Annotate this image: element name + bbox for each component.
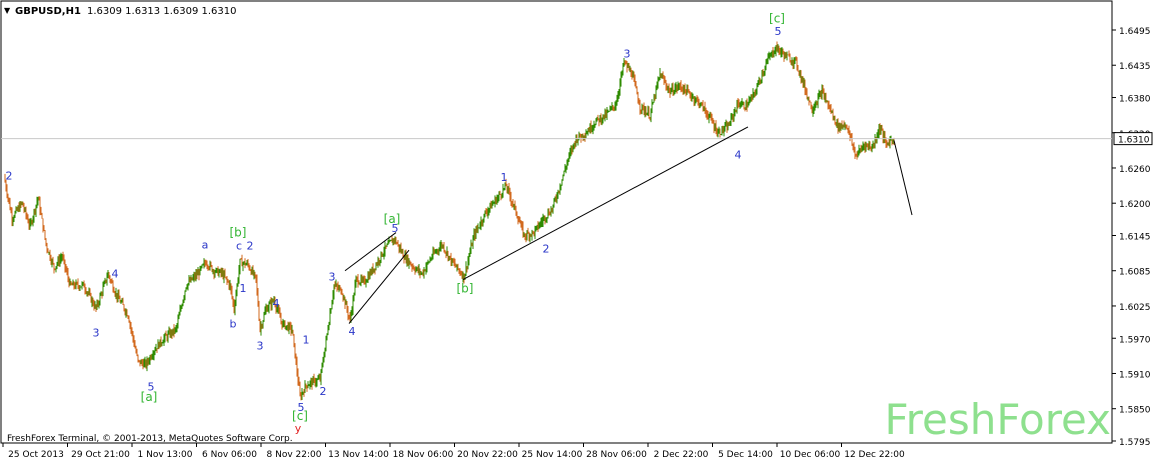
time-axis: 25 Oct 2013 29 Oct 21:00 1 Nov 13:00 6 Nov … — [2, 443, 905, 460]
wave-label: 2 — [247, 239, 254, 252]
time-tick-label: 28 Nov 06:00 — [586, 450, 647, 460]
chart-frame — [0, 0, 1113, 444]
wave-label: 1 — [501, 171, 508, 184]
wave-label: 2 — [543, 242, 550, 255]
wave-label: 5 — [298, 401, 305, 414]
price-tick-label: 1.6085 — [1119, 268, 1151, 278]
price-tick-label: 1.6025 — [1119, 303, 1151, 313]
wave-label: 3 — [624, 47, 631, 60]
wave-label: [c] — [292, 409, 308, 423]
price-tick-label: 1.6260 — [1119, 165, 1151, 175]
price-tick-label: 1.5850 — [1119, 406, 1151, 416]
wave-label: 1 — [240, 282, 247, 295]
price-tick-label: 1.6495 — [1119, 27, 1151, 37]
candlestick-series — [4, 41, 895, 401]
wave-label: 4 — [112, 268, 119, 281]
wave-label: 5 — [392, 222, 399, 235]
price-tick-label: 1.5970 — [1119, 335, 1151, 345]
quote-values: 1.6309 1.6313 1.6309 1.6310 — [87, 6, 237, 17]
time-tick-label: 5 Dec 14:00 — [718, 450, 773, 460]
wave-label: [b] — [230, 226, 247, 240]
wave-label: 4 — [735, 148, 742, 161]
time-tick-label: 25 Oct 2013 — [8, 450, 64, 460]
wave-label: 5 — [148, 380, 155, 393]
price-tick-label: 1.6200 — [1119, 200, 1151, 210]
price-tick-label: 1.6435 — [1119, 62, 1151, 72]
wave-label: [a] — [384, 212, 401, 226]
time-tick-label: 10 Dec 06:00 — [780, 450, 841, 460]
time-tick-label: 1 Nov 13:00 — [138, 450, 193, 460]
trend-lines — [344, 126, 913, 324]
wave-label: b — [230, 318, 237, 331]
time-tick-label: 20 Nov 22:00 — [457, 450, 518, 460]
watermark-logo: FreshForex — [885, 395, 1111, 444]
current-price-box — [1113, 132, 1153, 146]
wave-label: 2 — [6, 170, 13, 183]
price-tick-label: 1.6145 — [1119, 233, 1151, 243]
symbol-label: GBPUSD,H1 — [15, 6, 81, 17]
price-axis: 1.64951.64351.63801.63201.62601.62001.61… — [1112, 27, 1153, 448]
time-tick-label: 13 Nov 14:00 — [328, 450, 389, 460]
wave-label: y — [295, 422, 302, 435]
wave-label: 4 — [273, 297, 280, 310]
time-tick-label: 29 Oct 21:00 — [71, 450, 130, 460]
wave-label: 3 — [93, 326, 100, 339]
plot-border — [0, 0, 1113, 444]
trend-line — [462, 126, 749, 280]
price-tick-label: 1.6380 — [1119, 95, 1151, 105]
wave-label: c — [236, 239, 242, 252]
time-tick-label: 2 Dec 22:00 — [654, 450, 709, 460]
price-tick-label: 1.5910 — [1119, 370, 1151, 380]
time-tick-label: 8 Nov 22:00 — [267, 450, 322, 460]
time-tick-label: 18 Nov 06:00 — [393, 450, 454, 460]
wave-label: 2 — [320, 385, 327, 398]
trend-line — [344, 232, 397, 272]
wave-label: 1 — [303, 333, 310, 346]
wave-label: 5 — [775, 25, 782, 38]
wave-label: a — [202, 238, 209, 251]
price-tick-label: 1.5795 — [1119, 438, 1151, 448]
wave-label: [c] — [769, 11, 785, 25]
trend-line — [348, 249, 410, 324]
wave-label: 4 — [349, 325, 356, 338]
time-tick-label: 6 Nov 06:00 — [202, 450, 257, 460]
wave-label: 3 — [257, 339, 264, 352]
current-price-label: 1.6310 — [1118, 136, 1150, 146]
wave-label: [b] — [457, 281, 474, 295]
wave-label: [a] — [141, 390, 158, 404]
time-tick-label: 25 Nov 14:00 — [522, 450, 583, 460]
menu-triangle-icon[interactable]: ▼ — [4, 6, 11, 15]
copyright-footer: FreshForex Terminal, © 2001-2013, MetaQu… — [7, 434, 293, 444]
trend-line — [893, 140, 913, 216]
time-tick-label: 12 Dec 22:00 — [844, 450, 905, 460]
wave-label: 3 — [329, 271, 336, 284]
